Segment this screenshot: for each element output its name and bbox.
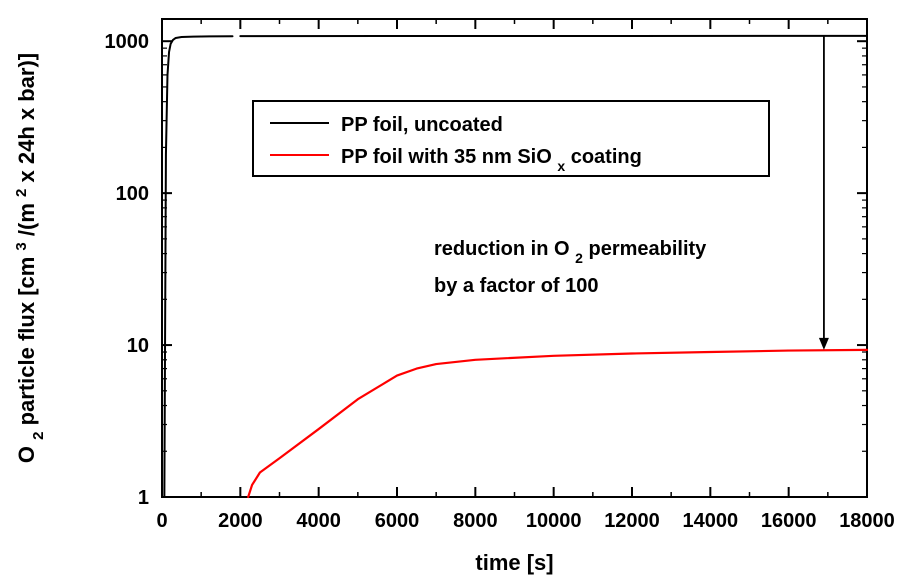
x-tick-label: 10000 — [526, 510, 582, 532]
annotation-line-1-end: permeability — [588, 238, 707, 260]
annotation-line-1-sub: 2 — [575, 250, 583, 266]
legend-label-coated-sub: x — [557, 158, 565, 174]
y-ticks-group: 1 10 100 1000 — [105, 31, 867, 509]
annotation-line-1-main: reduction in O — [434, 238, 570, 260]
legend-label-uncoated: PP foil, uncoated — [341, 114, 503, 136]
annotation-arrow-head — [818, 337, 829, 350]
y-tick-label: 10 — [127, 335, 149, 357]
y-tick-label: 1000 — [105, 31, 150, 53]
x-tick-label: 18000 — [839, 510, 895, 532]
series-group — [161, 34, 869, 499]
y-tick-label: 100 — [116, 183, 149, 205]
x-tick-label: 8000 — [453, 510, 498, 532]
y-axis-label-main: particle flux [cm — [14, 257, 39, 426]
legend-label-coated-main: PP foil with 35 nm SiO — [341, 146, 552, 168]
y-axis-label-prefix: O — [14, 446, 39, 463]
legend-label-coated: PP foil with 35 nm SiO x coating — [341, 146, 642, 174]
y-axis-label: O 2 particle flux [cm 3 /(m 2 x 24h x ba… — [13, 53, 47, 463]
y-axis-label-sup-1: 3 — [13, 242, 30, 250]
y-axis-label-sup-2: 2 — [13, 189, 30, 197]
y-axis-label-mid: /(m — [14, 203, 39, 236]
x-ticks-group: 0 2000 4000 6000 8000 10000 12000 14000 16000 180… — [156, 19, 895, 532]
x-tick-label: 14000 — [683, 510, 739, 532]
legend-box — [252, 100, 770, 177]
x-tick-label: 16000 — [761, 510, 817, 532]
legend: PP foil, uncoated PP foil with 35 nm SiO… — [252, 100, 770, 177]
series-line-coated — [247, 348, 869, 499]
x-tick-label: 12000 — [604, 510, 660, 532]
y-axis-label-prefix-sub: 2 — [30, 432, 47, 440]
x-tick-label: 0 — [156, 510, 167, 532]
annotation: reduction in O 2 permeability by a facto… — [434, 35, 829, 350]
x-tick-label: 6000 — [375, 510, 420, 532]
series-line-uncoated — [161, 34, 868, 498]
y-tick-label: 1 — [138, 487, 149, 509]
legend-label-coated-end: coating — [571, 146, 642, 168]
x-tick-label: 4000 — [296, 510, 341, 532]
y-axis-label-end: x 24h x bar)] — [14, 53, 39, 183]
x-axis-label: time [s] — [475, 550, 553, 575]
x-tick-label: 2000 — [218, 510, 263, 532]
annotation-line-2: by a factor of 100 — [434, 275, 599, 297]
annotation-line-1: reduction in O 2 permeability — [434, 238, 707, 266]
